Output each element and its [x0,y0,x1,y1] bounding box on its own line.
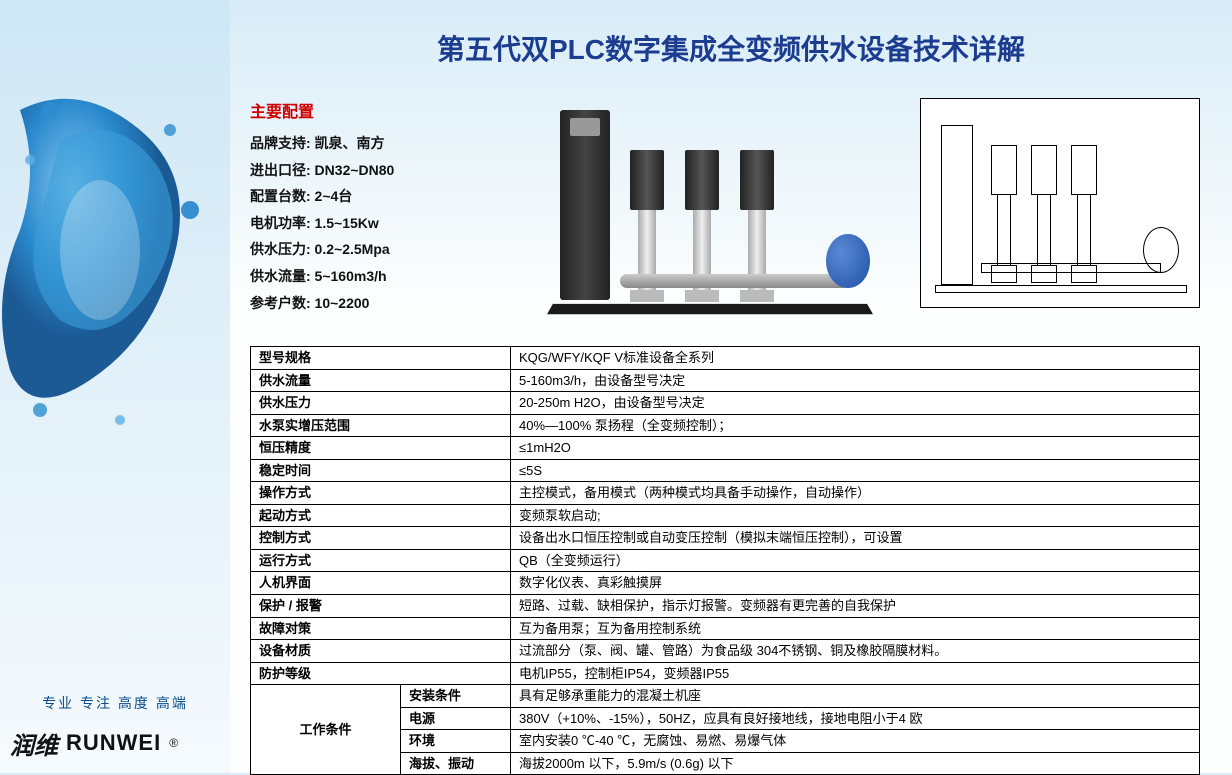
table-row: 水泵实增压范围40%—100% 泵扬程（全变频控制）； [251,414,1200,437]
table-row: 型号规格KQG/WFY/KQF V标准设备全系列 [251,347,1200,370]
spec-value: 主控模式，备用模式（两种模式均具备手动操作，自动操作） [511,482,1200,505]
config-value: 5~160m3/h [311,268,387,284]
brand-registered: ® [169,736,178,750]
config-row: 品牌支持: 凯泉、南方 [250,130,500,157]
work-value: 380V（+10%、-15%），50HZ，应具有良好接地线，接地电阻小于4 欧 [511,707,1200,730]
config-value: 2~4台 [311,188,353,204]
spec-value: 过流部分（泵、阀、罐、管路）为食品级 304不锈钢、铜及橡胶隔膜材料。 [511,640,1200,663]
config-block: 主要配置 品牌支持: 凯泉、南方进出口径: DN32~DN80配置台数: 2~4… [250,98,500,316]
table-row: 防护等级电机IP55，控制柜IP54，变频器IP55 [251,662,1200,685]
brand-en: RUNWEI [66,730,161,756]
config-row: 进出口径: DN32~DN80 [250,157,500,184]
table-row: 运行方式QB（全变频运行） [251,549,1200,572]
config-label: 进出口径: [250,157,311,184]
table-row: 故障对策互为备用泵；互为备用控制系统 [251,617,1200,640]
config-row: 参考户数: 10~2200 [250,290,500,317]
spec-key: 供水压力 [251,392,511,415]
product-photo [520,98,900,328]
tagline: 专业 专注 高度 高端 [0,693,230,713]
spec-value: 数字化仪表、真彩触摸屏 [511,572,1200,595]
upper-section: 主要配置 品牌支持: 凯泉、南方进出口径: DN32~DN80配置台数: 2~4… [230,78,1232,338]
spec-key: 操作方式 [251,482,511,505]
config-label: 品牌支持: [250,130,311,157]
spec-value: ≤1mH2O [511,437,1200,460]
work-key: 安装条件 [401,685,511,708]
config-label: 供水压力: [250,236,311,263]
work-value: 室内安装0 ℃-40 ℃，无腐蚀、易燃、易爆气体 [511,730,1200,753]
spec-value: KQG/WFY/KQF V标准设备全系列 [511,347,1200,370]
spec-value: 设备出水口恒压控制或自动变压控制（模拟末端恒压控制），可设置 [511,527,1200,550]
spec-key: 稳定时间 [251,459,511,482]
spec-value: 短路、过载、缺相保护，指示灯报警。变频器有更完善的自我保护 [511,595,1200,618]
water-splash-graphic [0,70,230,450]
config-row: 配置台数: 2~4台 [250,183,500,210]
config-title: 主要配置 [250,98,500,122]
table-row: 工作条件安装条件具有足够承重能力的混凝土机座 [251,685,1200,708]
table-row: 操作方式主控模式，备用模式（两种模式均具备手动操作，自动操作） [251,482,1200,505]
brand-cn: 润维 [10,726,58,761]
config-row: 供水压力: 0.2~2.5Mpa [250,236,500,263]
work-value: 海拔2000m 以下，5.9m/s (0.6g) 以下 [511,752,1200,775]
table-row: 供水流量5-160m3/h，由设备型号决定 [251,369,1200,392]
table-row: 设备材质过流部分（泵、阀、罐、管路）为食品级 304不锈钢、铜及橡胶隔膜材料。 [251,640,1200,663]
table-row: 保护 / 报警短路、过载、缺相保护，指示灯报警。变频器有更完善的自我保护 [251,595,1200,618]
config-row: 电机功率: 1.5~15Kw [250,210,500,237]
table-row: 稳定时间≤5S [251,459,1200,482]
config-value: DN32~DN80 [311,162,395,178]
config-label: 供水流量: [250,263,311,290]
spec-value: ≤5S [511,459,1200,482]
spec-key: 型号规格 [251,347,511,370]
technical-drawing [920,98,1200,308]
sidebar: 专业 专注 高度 高端 [0,0,230,773]
config-label: 电机功率: [250,210,311,237]
spec-key: 防护等级 [251,662,511,685]
spec-key: 故障对策 [251,617,511,640]
work-key: 海拔、振动 [401,752,511,775]
spec-value: 5-160m3/h，由设备型号决定 [511,369,1200,392]
config-row: 供水流量: 5~160m3/h [250,263,500,290]
config-value: 1.5~15Kw [311,215,379,231]
table-row: 控制方式设备出水口恒压控制或自动变压控制（模拟末端恒压控制），可设置 [251,527,1200,550]
config-label: 配置台数: [250,183,311,210]
spec-value: 变频泵软启动; [511,504,1200,527]
config-value: 10~2200 [311,295,370,311]
spec-key: 水泵实增压范围 [251,414,511,437]
main-content: 第五代双PLC数字集成全变频供水设备技术详解 主要配置 品牌支持: 凯泉、南方进… [230,0,1232,773]
spec-value: 电机IP55，控制柜IP54，变频器IP55 [511,662,1200,685]
spec-value: 20-250m H2O，由设备型号决定 [511,392,1200,415]
spec-key: 供水流量 [251,369,511,392]
spec-key: 运行方式 [251,549,511,572]
table-row: 起动方式变频泵软启动; [251,504,1200,527]
spec-value: 互为备用泵；互为备用控制系统 [511,617,1200,640]
work-value: 具有足够承重能力的混凝土机座 [511,685,1200,708]
spec-key: 控制方式 [251,527,511,550]
table-row: 人机界面数字化仪表、真彩触摸屏 [251,572,1200,595]
spec-key: 人机界面 [251,572,511,595]
work-conditions-label: 工作条件 [251,685,401,775]
config-value: 0.2~2.5Mpa [311,241,390,257]
table-row: 恒压精度≤1mH2O [251,437,1200,460]
work-key: 环境 [401,730,511,753]
config-value: 凯泉、南方 [311,135,385,151]
spec-value: QB（全变频运行） [511,549,1200,572]
spec-key: 起动方式 [251,504,511,527]
spec-key: 设备材质 [251,640,511,663]
table-row: 供水压力20-250m H2O，由设备型号决定 [251,392,1200,415]
page-title: 第五代双PLC数字集成全变频供水设备技术详解 [230,0,1232,78]
spec-key: 恒压精度 [251,437,511,460]
spec-table: 型号规格KQG/WFY/KQF V标准设备全系列供水流量5-160m3/h，由设… [250,346,1200,775]
spec-key: 保护 / 报警 [251,595,511,618]
spec-value: 40%—100% 泵扬程（全变频控制）； [511,414,1200,437]
work-key: 电源 [401,707,511,730]
config-label: 参考户数: [250,290,311,317]
